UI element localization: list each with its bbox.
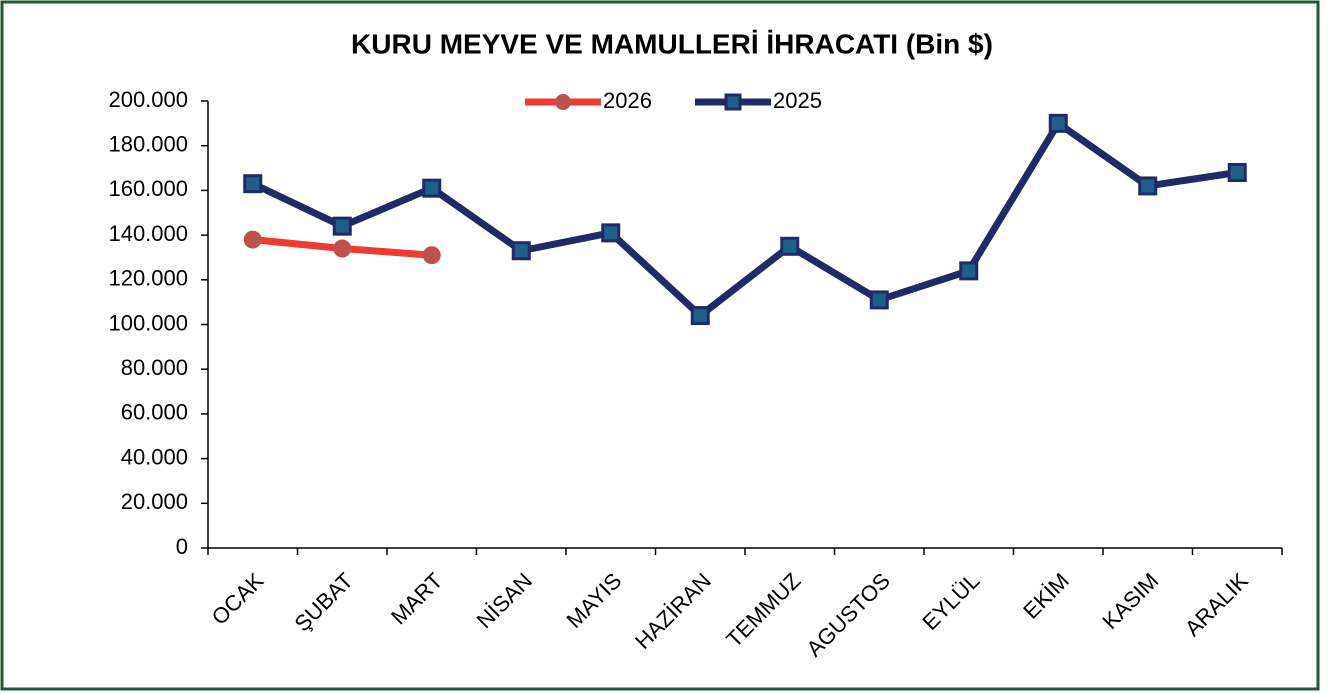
marker (333, 239, 352, 258)
y-tick-label: 160.000 (108, 176, 188, 201)
marker (422, 178, 442, 198)
y-tick-label: 0 (176, 534, 188, 559)
marker (601, 223, 621, 243)
legend-label: 2025 (773, 88, 822, 113)
legend-marker (724, 93, 742, 111)
y-tick-label: 20.000 (121, 489, 188, 514)
chart-title: KURU MEYVE VE MAMULLERİ İHRACATI (Bin $) (351, 28, 993, 59)
y-tick-label: 80.000 (121, 355, 188, 380)
y-tick-label: 40.000 (121, 444, 188, 469)
marker (1138, 176, 1158, 196)
marker (332, 216, 352, 236)
y-tick-label: 60.000 (121, 400, 188, 425)
marker (422, 246, 441, 265)
series-line (251, 119, 1238, 320)
y-tick-label: 100.000 (108, 310, 188, 335)
marker (1048, 113, 1068, 133)
legend-label: 2026 (603, 88, 652, 113)
y-tick-label: 180.000 (108, 132, 188, 157)
marker (511, 241, 531, 261)
marker (1227, 163, 1247, 183)
marker (780, 236, 800, 256)
legend-marker (555, 94, 571, 110)
y-tick-label: 140.000 (108, 221, 188, 246)
y-tick-label: 120.000 (108, 266, 188, 291)
marker (690, 306, 710, 326)
marker (243, 230, 262, 249)
marker (243, 174, 263, 194)
marker (869, 290, 889, 310)
marker (959, 261, 979, 281)
y-tick-label: 200.000 (108, 87, 188, 112)
